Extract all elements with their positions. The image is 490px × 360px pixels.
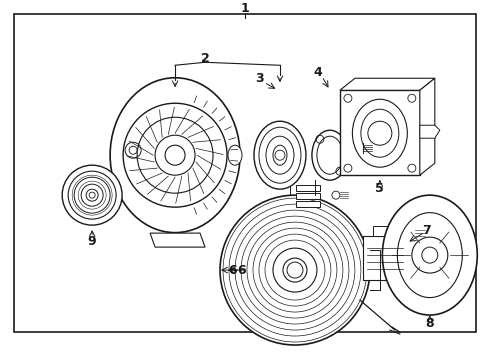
Polygon shape <box>296 185 320 191</box>
Text: 4: 4 <box>314 66 322 79</box>
Ellipse shape <box>254 121 306 189</box>
Text: 7: 7 <box>422 224 431 237</box>
Ellipse shape <box>382 195 477 315</box>
Polygon shape <box>340 90 420 175</box>
Polygon shape <box>150 233 205 247</box>
Text: 2: 2 <box>201 52 209 65</box>
Polygon shape <box>373 226 397 236</box>
Text: 5: 5 <box>375 182 384 195</box>
Ellipse shape <box>228 145 242 165</box>
Text: 8: 8 <box>425 316 434 329</box>
Polygon shape <box>363 236 407 280</box>
Text: 9: 9 <box>88 235 97 248</box>
Polygon shape <box>420 125 440 138</box>
Polygon shape <box>296 193 320 199</box>
Text: 3: 3 <box>256 72 264 85</box>
Bar <box>14 14 476 332</box>
Circle shape <box>220 195 370 345</box>
Polygon shape <box>296 201 320 207</box>
Text: 1: 1 <box>241 2 249 15</box>
Text: 6: 6 <box>229 264 237 276</box>
Ellipse shape <box>110 78 240 233</box>
Text: 6: 6 <box>238 264 246 276</box>
Ellipse shape <box>312 130 348 180</box>
Polygon shape <box>340 78 435 90</box>
Circle shape <box>62 165 122 225</box>
Polygon shape <box>420 78 435 175</box>
